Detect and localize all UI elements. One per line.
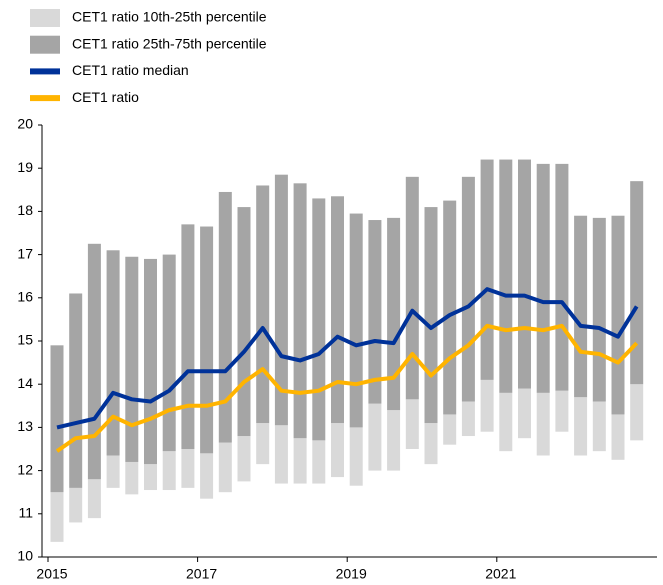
range-bar	[630, 384, 644, 441]
range-bar	[87, 243, 101, 480]
range-bar	[443, 414, 457, 445]
x-tick-label: 2017	[186, 566, 217, 582]
range-bar	[256, 185, 270, 424]
range-bar	[349, 427, 363, 486]
range-bar	[387, 217, 401, 411]
y-tick-label: 20	[17, 116, 33, 132]
range-bar	[405, 176, 419, 400]
range-bar	[106, 250, 120, 456]
y-tick-label: 15	[17, 332, 33, 348]
x-tick-label: 2015	[36, 566, 67, 582]
legend-label: CET1 ratio 10th-25th percentile	[72, 9, 267, 25]
y-tick-label: 10	[17, 548, 33, 564]
range-bar	[50, 345, 64, 493]
range-bar	[256, 423, 270, 465]
range-bar	[125, 256, 139, 462]
range-bar	[218, 191, 232, 443]
range-bar	[106, 455, 120, 488]
range-bar	[69, 293, 83, 488]
range-bar	[293, 183, 307, 439]
range-bar	[461, 176, 475, 402]
legend-swatch	[30, 68, 60, 75]
range-bar	[69, 487, 83, 523]
range-bar	[312, 440, 326, 484]
range-bar	[611, 215, 625, 415]
range-bar	[293, 438, 307, 484]
range-bar	[536, 392, 550, 456]
range-bar	[555, 163, 569, 391]
range-bar	[218, 442, 232, 493]
range-bar	[87, 479, 101, 519]
y-tick-label: 16	[17, 289, 33, 305]
range-bar	[181, 224, 195, 449]
range-bar	[518, 159, 531, 389]
range-bar	[387, 410, 401, 471]
legend-swatch	[30, 95, 60, 102]
range-bar	[274, 174, 288, 426]
x-tick-label: 2019	[336, 566, 367, 582]
range-bar	[574, 215, 588, 398]
legend: CET1 ratio 10th-25th percentile CET1 rati…	[30, 9, 267, 105]
range-bar	[368, 403, 382, 471]
range-bar	[592, 401, 606, 452]
legend-label: CET1 ratio 25th-75th percentile	[72, 35, 267, 51]
y-tick-label: 13	[17, 418, 33, 434]
range-bar	[443, 200, 457, 415]
range-bar	[237, 207, 251, 437]
range-bar	[144, 464, 157, 491]
y-tick-label: 19	[17, 159, 33, 175]
range-bar	[518, 388, 531, 439]
legend-label: CET1 ratio	[72, 89, 139, 105]
range-bar	[574, 397, 588, 456]
y-tick-label: 18	[17, 202, 33, 218]
line	[55, 323, 639, 453]
range-bar	[312, 198, 326, 441]
range-bar	[125, 461, 139, 495]
range-bar	[144, 258, 157, 465]
range-bar	[162, 254, 176, 452]
range-bar	[162, 451, 176, 491]
legend-label: CET1 ratio median	[72, 62, 189, 78]
range-bar	[405, 399, 419, 449]
range-bar	[536, 163, 550, 393]
range-bar	[630, 181, 644, 385]
line	[56, 287, 639, 430]
range-bar	[237, 436, 251, 482]
range-bar	[592, 217, 606, 402]
range-bar	[368, 220, 382, 404]
range-bar	[611, 414, 625, 460]
range-bar	[499, 392, 513, 452]
range-bar	[555, 390, 569, 432]
x-tick-label: 2021	[485, 566, 516, 582]
range-bar	[424, 207, 438, 424]
range-bar	[331, 423, 344, 478]
y-tick-label: 17	[17, 245, 33, 261]
y-tick-label: 11	[18, 505, 33, 521]
range-bar	[349, 213, 363, 428]
range-bar	[200, 226, 214, 454]
legend-swatch	[30, 35, 60, 54]
range-bar	[331, 196, 344, 424]
legend-swatch	[30, 9, 60, 27]
range-bar	[181, 449, 195, 488]
range-bar	[480, 379, 494, 432]
y-tick-label: 12	[17, 461, 33, 477]
y-tick-label: 14	[17, 375, 33, 391]
range-bar	[461, 401, 475, 437]
range-bar	[499, 159, 513, 393]
range-bar	[50, 492, 64, 542]
range-bar	[424, 423, 438, 465]
range-bar	[274, 425, 288, 484]
range-bar	[480, 159, 494, 380]
range-bar	[200, 453, 214, 499]
